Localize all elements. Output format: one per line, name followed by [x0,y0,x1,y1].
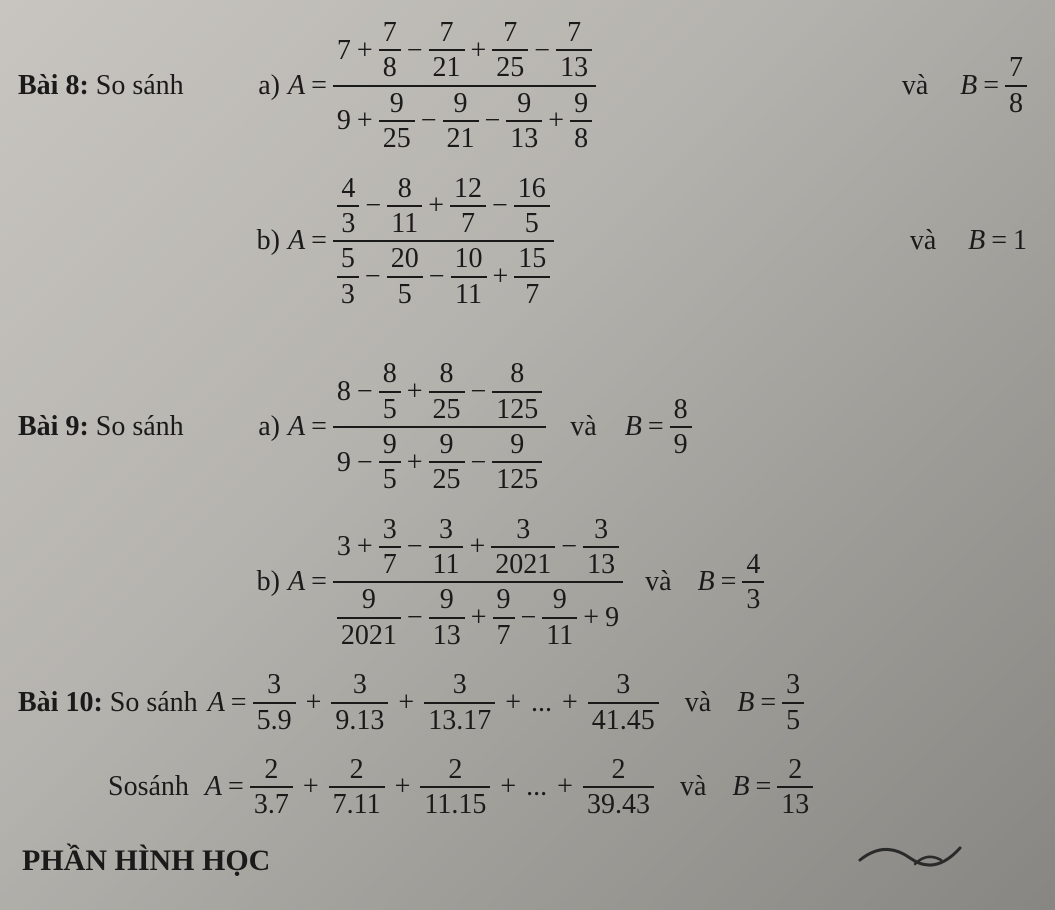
bai10-row-2: Sosánh A = 23.7 + 27.11 + 211.15 + ... +… [18,755,1027,820]
bai8a-math: A = 7 + 78 − 721 + 725 − 713 [288,18,870,154]
bai8-text: So sánh [96,70,184,101]
page-root: Bài 8: So sánh a) A = 7 + 78 − 721 + 725 [0,0,1055,878]
bai8b-part: b) [228,225,288,257]
bai9-row-b: b) A = 3 + 37 − 311 + 32021 − 313 [18,515,1027,651]
bai10-row-1: Bài 10: So sánh A = 35.9 + 39.13 + 313.1… [18,670,1027,735]
bai8b-bigfrac: 43 − 811 + 127 − 165 53 − 205 − 101 [333,174,554,310]
bai8a-and: và [870,70,960,102]
bai8-label: Bài 8: So sánh [18,70,228,102]
equals-sign: = [311,70,327,102]
bai8a-part: a) [228,70,288,102]
bai8-row-b: b) A = 43 − 811 + 127 − 165 [18,174,1027,310]
bai8a-num-lead: 7 [337,36,351,65]
bai8a-var: A [288,70,305,102]
bai8a-bigfrac: 7 + 78 − 721 + 725 − 713 9 + 925 [333,18,596,154]
bai8a-rhs: B = 78 [960,53,1027,118]
bai8-prefix: Bài 8: [18,70,89,101]
bai9-row-a: Bài 9: So sánh a) A = 8 − 85 + 825 − 812… [18,359,1027,495]
bai8a-den-lead: 9 [337,106,351,135]
handwriting-flourish-icon [855,830,965,878]
bai8-row-a: Bài 8: So sánh a) A = 7 + 78 − 721 + 725 [18,18,1027,154]
